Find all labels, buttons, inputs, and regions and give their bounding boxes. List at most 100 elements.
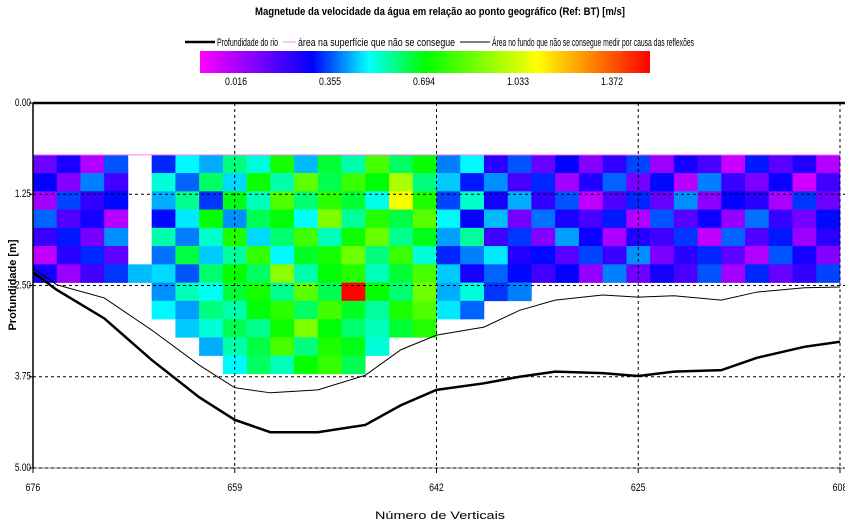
heatmap-cell [365,246,390,265]
heatmap-cell [412,209,437,229]
heatmap-cell [673,191,698,210]
heatmap-cell [816,191,841,210]
y-tick-label: 2.50 [15,279,32,291]
heatmap-cell [365,282,390,302]
heatmap-cell [578,173,603,192]
heatmap-cell [578,227,603,247]
heatmap-cell [365,300,390,320]
heatmap-cell [246,355,271,375]
heatmap-cell [389,264,414,283]
heatmap-cell [697,246,722,265]
heatmap-cell [816,154,841,174]
heatmap-cell [151,209,176,229]
heatmap-cell [389,209,414,229]
heatmap-cell [436,264,461,283]
heatmap-cell [412,227,437,247]
heatmap-cell [199,209,224,229]
heatmap-cell [792,246,817,265]
x-axis-label: Número de Verticais [375,510,506,522]
heatmap-cell [294,246,319,265]
heatmap-cell [56,246,81,265]
colorbar [200,51,650,73]
heatmap-cell [768,209,793,229]
heatmap-cell [246,246,271,265]
heatmap-cell [460,173,485,192]
heatmap-cell [555,173,580,192]
heatmap-cell [317,246,342,265]
x-tick-label: 676 [26,482,41,494]
heatmap-cell [673,173,698,192]
heatmap-cell [317,264,342,283]
heatmap-cell [33,154,58,174]
heatmap-cell [270,209,295,229]
heatmap-cell [80,209,105,229]
heatmap-cell [531,264,556,283]
heatmap-cell [56,227,81,247]
heatmap-cell [483,246,509,265]
heatmap-cell [175,154,200,174]
heatmap-cell [578,209,603,229]
heatmap-cell [389,246,414,265]
heatmap-cell [792,227,817,247]
heatmap-cell [721,209,746,229]
heatmap-cell [792,191,817,210]
heatmap-cell [460,264,485,283]
heatmap-cell [460,300,485,320]
heatmap-cell [697,191,722,210]
heatmap-cell [673,209,698,229]
heatmap-cell [33,246,58,265]
heatmap-cell [483,282,509,302]
heatmap-cell [151,300,176,320]
heatmap-cell [697,173,722,192]
heatmap-cell [294,355,319,375]
heatmap-cell [294,227,319,247]
heatmap-cell [270,191,295,210]
heatmap-cell [555,209,580,229]
heatmap-cell [768,154,793,174]
heatmap-cell [460,191,485,210]
heatmap-cell [745,154,770,174]
heatmap-cell [673,246,698,265]
heatmap-cell [365,319,390,338]
heatmap-cell [175,173,200,192]
x-tick-label: 625 [631,482,646,494]
heatmap-cell [317,227,342,247]
heatmap-cell [650,264,675,283]
heatmap-cell [389,319,414,338]
heatmap-cell [270,355,295,375]
heatmap-cell [199,300,224,320]
heatmap-cell [650,154,675,174]
heatmap-cell [270,282,295,302]
heatmap-cell [365,173,390,192]
heatmap-cell [80,154,105,174]
heatmap-cell [104,154,129,174]
heatmap-cell [199,337,224,356]
heatmap-cell [389,191,414,210]
heatmap-cell [104,246,129,265]
heatmap-cell [460,227,485,247]
heatmap-cell [270,227,295,247]
heatmap-cell [436,173,461,192]
heatmap-cell [578,154,603,174]
heatmap-cell [412,319,437,338]
heatmap-cell [151,191,176,210]
y-axis-label: Profundidade [m] [7,239,19,330]
heatmap-cell [531,191,556,210]
heatmap-cell [294,319,319,338]
heatmap-cell [483,154,509,174]
heatmap-cell [294,173,319,192]
heatmap-cell [555,154,580,174]
heatmap-cell [531,154,556,174]
heatmap-cell [33,173,58,192]
heatmap-cell [531,209,556,229]
heatmap-cell [199,191,224,210]
heatmap-cell [507,282,532,302]
heatmap-cell [721,173,746,192]
heatmap-cell [507,227,532,247]
x-tick-label: 608 [833,482,845,494]
heatmap-cell [507,191,532,210]
heatmap-cell [460,282,485,302]
heatmap-cell [745,173,770,192]
heatmap-cell [199,227,224,247]
heatmap-cell [294,209,319,229]
